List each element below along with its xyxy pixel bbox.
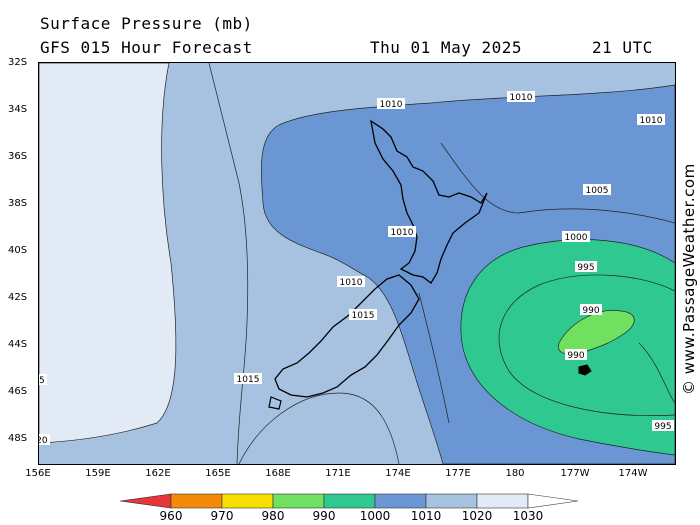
- lat-label: 48S: [8, 433, 28, 444]
- lon-label: 180: [505, 468, 525, 479]
- isobar-label-bg: [234, 373, 262, 384]
- pressure-map: 1010 1010 1010 1005 1010 1000 995 1010 990 1015 10…: [38, 62, 676, 465]
- lat-label: 46S: [8, 386, 28, 397]
- isobar-label: 1010: [380, 100, 403, 110]
- isobar-label: 1010: [391, 228, 414, 238]
- isobar-label-bg: [637, 114, 665, 125]
- isobar-label-bg: [337, 276, 365, 287]
- lon-label: 168E: [265, 468, 291, 479]
- isobar-label: 1010: [640, 116, 663, 126]
- isobar-label: 020: [39, 436, 48, 446]
- forecast-date: Thu 01 May 2025: [370, 38, 522, 57]
- isobar-label: 995: [577, 263, 594, 273]
- legend-swatch: [425, 493, 478, 509]
- map-subtitle: GFS 015 Hour Forecast: [40, 38, 253, 57]
- legend-label: 1010: [410, 509, 442, 523]
- legend-label: 980: [261, 509, 285, 523]
- pressure-legend: [119, 493, 579, 509]
- isobar-label-bg: [349, 309, 377, 320]
- lon-label: 177E: [445, 468, 471, 479]
- lon-label: 165E: [205, 468, 231, 479]
- isobar-label-bg: [652, 420, 674, 431]
- isobar-label: 1005: [586, 186, 609, 196]
- lat-label: 34S: [8, 104, 28, 115]
- legend-swatch: [374, 493, 427, 509]
- pressure-band-1020: [39, 63, 177, 444]
- isobar-label-bg: [388, 226, 416, 237]
- isobar-label: 1015: [352, 311, 375, 321]
- legend-label: 970: [210, 509, 234, 523]
- isobar-label-bg: [39, 434, 50, 445]
- lon-label: 156E: [25, 468, 51, 479]
- lat-label: 36S: [8, 151, 28, 162]
- isobar-labels: 1010 1010 1010 1005 1010 1000 995 1010 990 1015 10…: [39, 91, 674, 446]
- north-island: [370, 119, 488, 284]
- isobar-label: 995: [654, 422, 671, 432]
- lat-label: 40S: [8, 245, 28, 256]
- legend-swatch: [170, 493, 223, 509]
- isobar-label-bg: [39, 374, 47, 385]
- lon-label: 177W: [560, 468, 590, 479]
- lon-label: 162E: [145, 468, 171, 479]
- lon-label: 159E: [85, 468, 111, 479]
- legend-swatch: [272, 493, 325, 509]
- isobar-label-bg: [583, 184, 611, 195]
- legend-label: 1030: [512, 509, 544, 523]
- chatham-islands: [578, 364, 592, 376]
- pressure-band-995-line: [498, 274, 675, 416]
- lat-label: 38S: [8, 198, 28, 209]
- forecast-time: 21 UTC: [592, 38, 653, 57]
- isobar-label: 990: [582, 306, 599, 316]
- legend-swatch: [476, 493, 529, 509]
- legend-label: 990: [312, 509, 336, 523]
- legend-swatch: [527, 493, 579, 509]
- isobar-label: 1010: [510, 93, 533, 103]
- legend-label: 960: [159, 509, 183, 523]
- isobar-label: 1015: [237, 375, 260, 385]
- isobar-label: 1010: [340, 278, 363, 288]
- stewart-island: [268, 396, 282, 410]
- isobar-label-bg: [507, 91, 535, 102]
- legend-label: 1020: [461, 509, 493, 523]
- lat-label: 32S: [8, 57, 28, 68]
- isobar-label-bg: [377, 98, 405, 109]
- isobar-label-bg: [575, 261, 597, 272]
- isobar-label: 1000: [565, 233, 588, 243]
- isobar-label-bg: [580, 304, 602, 315]
- isobar-label: 990: [567, 351, 584, 361]
- isobar-label-bg: [565, 349, 587, 360]
- legend-label: 1000: [359, 509, 391, 523]
- legend-swatch: [221, 493, 274, 509]
- lat-label: 44S: [8, 339, 28, 350]
- legend-swatch: [323, 493, 376, 509]
- lon-label: 174W: [618, 468, 648, 479]
- isobar-label-bg: [562, 231, 590, 242]
- isobar-label: 25: [39, 376, 45, 386]
- site-credit: © www.PassageWeather.com: [680, 163, 698, 395]
- map-title: Surface Pressure (mb): [40, 14, 253, 33]
- lat-label: 42S: [8, 292, 28, 303]
- lon-label: 174E: [385, 468, 411, 479]
- lon-label: 171E: [325, 468, 351, 479]
- legend-swatch: [119, 493, 172, 509]
